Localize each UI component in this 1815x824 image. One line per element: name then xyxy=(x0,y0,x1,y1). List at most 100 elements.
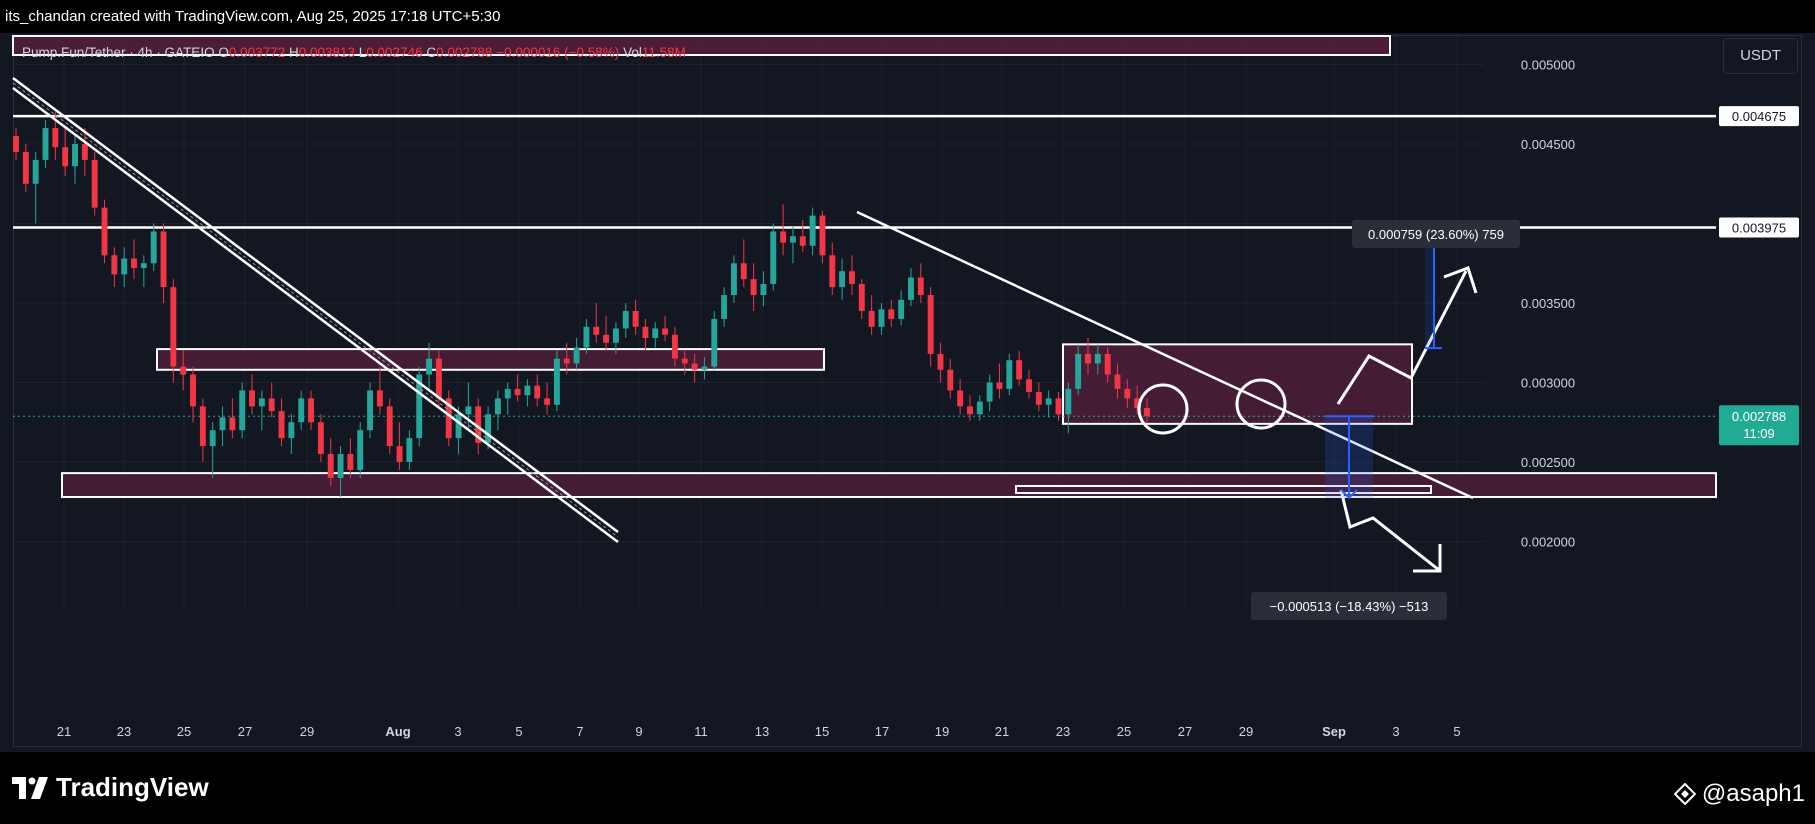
candle-body xyxy=(750,279,757,296)
binance-diamond-icon xyxy=(1673,783,1696,805)
candle-body xyxy=(445,398,452,439)
candle-body xyxy=(858,283,865,311)
price-tick-label: 0.005000 xyxy=(1521,58,1575,73)
time-tick-label: 17 xyxy=(875,724,889,739)
currency-button[interactable]: USDT xyxy=(1723,38,1798,74)
legend-change: −0.000016 (−0.58%) xyxy=(496,45,620,60)
legend-open-value: 0.003772 xyxy=(228,45,286,60)
candle-body xyxy=(878,309,885,327)
price-tick-label: 0.003500 xyxy=(1521,296,1575,311)
time-tick-label: 23 xyxy=(1056,724,1070,739)
time-tick-label: 15 xyxy=(815,724,829,739)
highlight-circle xyxy=(1235,378,1287,430)
supply-demand-zone xyxy=(61,472,1717,498)
candle-body xyxy=(52,128,59,148)
candle-body xyxy=(1134,398,1141,408)
candle-body xyxy=(278,411,285,439)
candle-body xyxy=(1055,398,1062,415)
legend-open-label: O xyxy=(218,45,229,60)
candle-body xyxy=(494,398,501,415)
channel-line-upper xyxy=(12,77,619,533)
measure-down-label-bg xyxy=(1251,592,1447,620)
price-tick-label: 0.004500 xyxy=(1521,137,1575,152)
candle-body xyxy=(730,263,737,296)
candle-body xyxy=(190,374,196,407)
candle-body xyxy=(996,382,1003,389)
candle-body xyxy=(42,128,49,160)
attribution-bar: its_chandan created with TradingView.com… xyxy=(0,0,1815,33)
candle-body xyxy=(544,398,551,405)
candle-body xyxy=(1035,392,1042,405)
bullish-path xyxy=(1336,270,1468,405)
bullish-arrowhead xyxy=(1443,266,1478,294)
candle-body xyxy=(809,215,816,246)
candle-body xyxy=(258,398,265,407)
candle-body xyxy=(819,215,826,256)
candle-body xyxy=(789,236,796,243)
candle-body xyxy=(317,422,324,455)
time-tick-label: 23 xyxy=(117,724,131,739)
price-level-badge xyxy=(1719,217,1799,238)
time-tick-label: 5 xyxy=(1453,724,1460,739)
candle-body xyxy=(1104,353,1111,375)
candle-body xyxy=(652,328,659,338)
tradingview-logo[interactable]: TradingView xyxy=(12,772,209,803)
candle-body xyxy=(367,390,374,431)
candle-body xyxy=(947,369,954,391)
candle-body xyxy=(121,258,128,275)
candle-body xyxy=(249,390,255,407)
time-tick-label: 25 xyxy=(1117,724,1131,739)
candle-body xyxy=(1026,379,1032,393)
time-tick-label: Aug xyxy=(385,724,410,739)
candle-body xyxy=(740,263,747,280)
candle-body xyxy=(534,385,541,399)
candle-body xyxy=(829,255,836,288)
candle-body xyxy=(426,358,433,375)
candle-body xyxy=(337,454,344,478)
candle-body xyxy=(868,310,875,327)
time-tick-label: 27 xyxy=(238,724,252,739)
time-tick-label: 29 xyxy=(1239,724,1253,739)
last-price-value: 0.002788 xyxy=(1732,409,1786,424)
candle-body xyxy=(465,406,472,415)
last-price-countdown: 11:09 xyxy=(1743,426,1775,441)
channel-line-lower xyxy=(12,87,619,543)
candle-body xyxy=(32,159,39,184)
time-tick-label: 25 xyxy=(177,724,191,739)
candle-body xyxy=(1016,360,1023,380)
zones-layer xyxy=(12,35,1717,498)
candle-body xyxy=(150,231,157,264)
highlight-circle xyxy=(1137,383,1189,435)
legend-vol-label: Vol xyxy=(623,45,642,60)
time-tick-label: 7 xyxy=(576,724,583,739)
measure-down-arrow xyxy=(1340,489,1358,500)
legend-low-value: 0.002746 xyxy=(366,45,423,60)
candle-body xyxy=(681,358,688,364)
candle-body xyxy=(701,366,708,370)
candles-layer xyxy=(13,112,1150,497)
horizontal-levels: 0.004675 0.003975 0.002788 11:09 xyxy=(13,106,1799,446)
legend-high-label: H xyxy=(288,45,299,60)
candle-body xyxy=(967,406,973,415)
time-axis[interactable]: 21 23 25 27 29 Aug 3 5 7 9 11 13 15 17 19 21 23 25 27 29 Sep… xyxy=(57,724,1461,739)
candle-body xyxy=(662,328,669,335)
candle-body xyxy=(416,374,423,439)
author-credit: @asaph1 xyxy=(1673,780,1805,808)
measure-up-label-bg xyxy=(1352,220,1520,248)
candle-body xyxy=(199,406,206,447)
price-axis[interactable]: 0.005000 0.004500 0.003500 0.003000 0.002500… xyxy=(1521,58,1575,550)
descending-trendline xyxy=(856,210,1474,500)
measure-down-label: −0.000513 (−18.43%) −513 xyxy=(1270,599,1429,614)
legend-vol-value: 11.58M xyxy=(641,45,686,60)
candle-body xyxy=(455,414,462,439)
candle-body xyxy=(957,390,964,407)
supply-demand-zone xyxy=(156,348,825,371)
candle-body xyxy=(553,358,560,405)
candle-body xyxy=(1006,360,1013,389)
candle-body xyxy=(62,147,69,167)
time-tick-label: 27 xyxy=(1178,724,1192,739)
candle-body xyxy=(435,358,442,399)
candle-body xyxy=(563,358,570,364)
time-tick-label: 21 xyxy=(995,724,1009,739)
